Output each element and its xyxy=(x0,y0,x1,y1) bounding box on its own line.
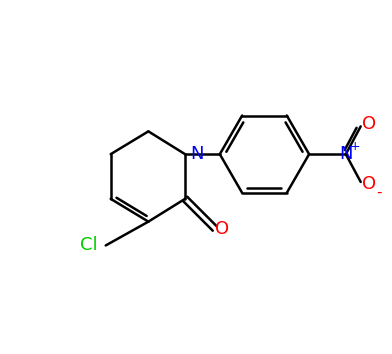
Text: N: N xyxy=(190,145,203,163)
Text: O: O xyxy=(215,219,229,238)
Text: Cl: Cl xyxy=(80,236,98,255)
Text: O: O xyxy=(361,175,376,193)
Text: -: - xyxy=(376,184,381,199)
Text: N: N xyxy=(339,145,352,163)
Text: +: + xyxy=(349,140,360,153)
Text: O: O xyxy=(361,115,376,133)
